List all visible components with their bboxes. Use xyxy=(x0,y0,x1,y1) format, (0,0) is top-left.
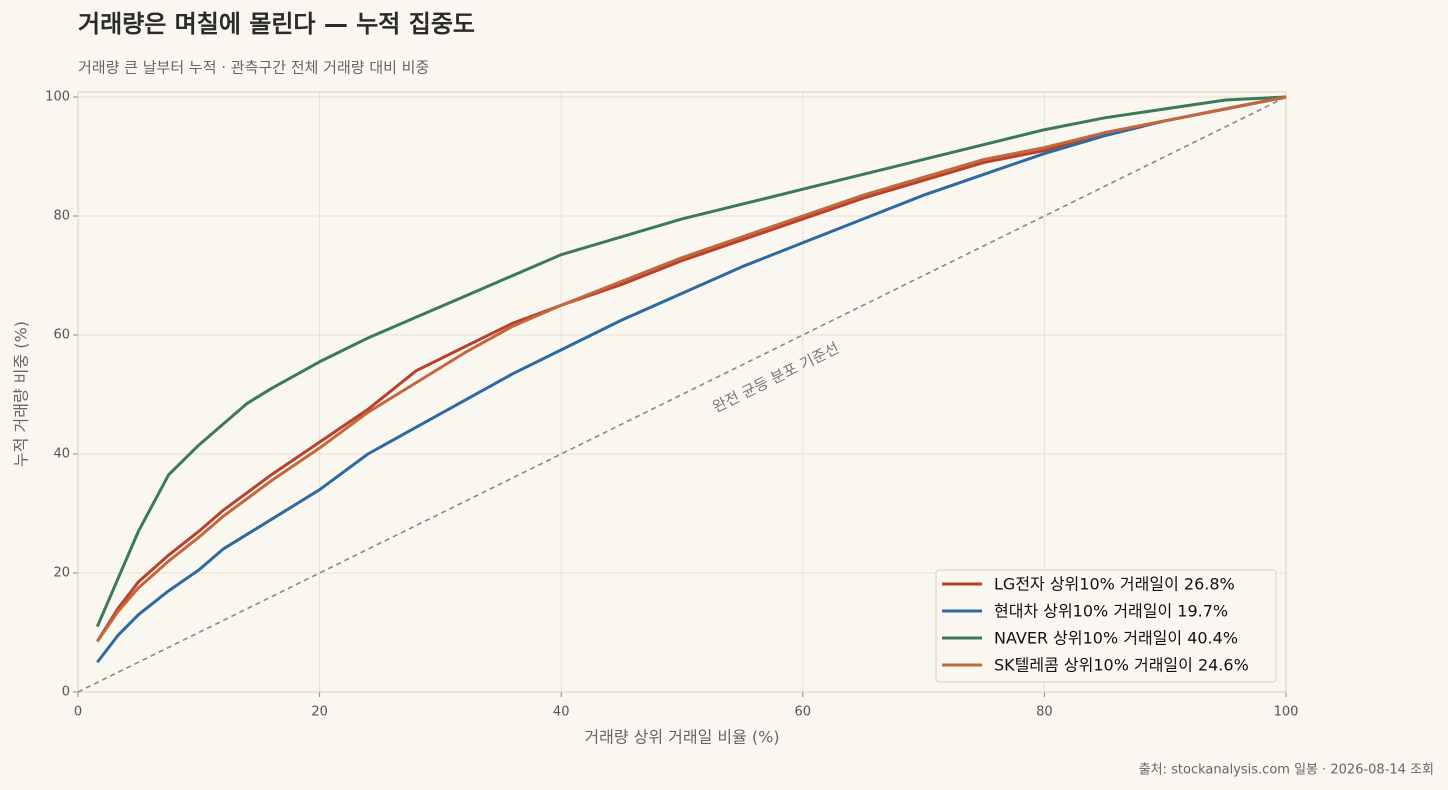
chart-title: 거래량은 며칠에 몰린다 — 누적 집중도 xyxy=(78,10,475,38)
series-line xyxy=(96,95,1287,643)
x-tick-label: 20 xyxy=(311,705,328,720)
legend-label: 현대차 상위10% 거래일이 19.7% xyxy=(994,602,1228,621)
annotation: 완전 균등 분포 기준선 xyxy=(710,339,842,416)
chart-subtitle: 거래량 큰 날부터 누적 · 관측구간 전체 거래량 대비 비중 xyxy=(78,59,429,77)
x-axis-label: 거래량 상위 거래일 비율 (%) xyxy=(584,728,779,747)
legend-label: NAVER 상위10% 거래일이 40.4% xyxy=(994,629,1238,648)
series-line xyxy=(95,95,1287,628)
series-line xyxy=(96,95,1287,643)
y-axis-label: 누적 거래량 비중 (%) xyxy=(12,321,31,467)
legend-label: SK텔레콤 상위10% 거래일이 24.6% xyxy=(994,656,1249,675)
y-tick-label: 20 xyxy=(53,566,70,581)
series-line xyxy=(96,95,1287,664)
x-tick-label: 100 xyxy=(1274,705,1299,720)
legend-label: LG전자 상위10% 거래일이 26.8% xyxy=(994,575,1235,594)
source-note: 출처: stockanalysis.com 일봉 · 2026-08-14 조회 xyxy=(1139,763,1434,778)
y-tick-label: 0 xyxy=(62,685,70,700)
y-tick-label: 80 xyxy=(53,209,70,224)
y-tick-label: 100 xyxy=(45,90,70,105)
legend-box xyxy=(935,569,1277,683)
x-tick-label: 0 xyxy=(74,705,82,720)
x-tick-label: 40 xyxy=(553,705,570,720)
y-tick-label: 60 xyxy=(53,328,70,343)
x-tick-label: 80 xyxy=(1036,705,1053,720)
y-tick-label: 40 xyxy=(53,447,70,462)
x-tick-label: 60 xyxy=(795,705,812,720)
plot-frame xyxy=(77,91,1287,693)
